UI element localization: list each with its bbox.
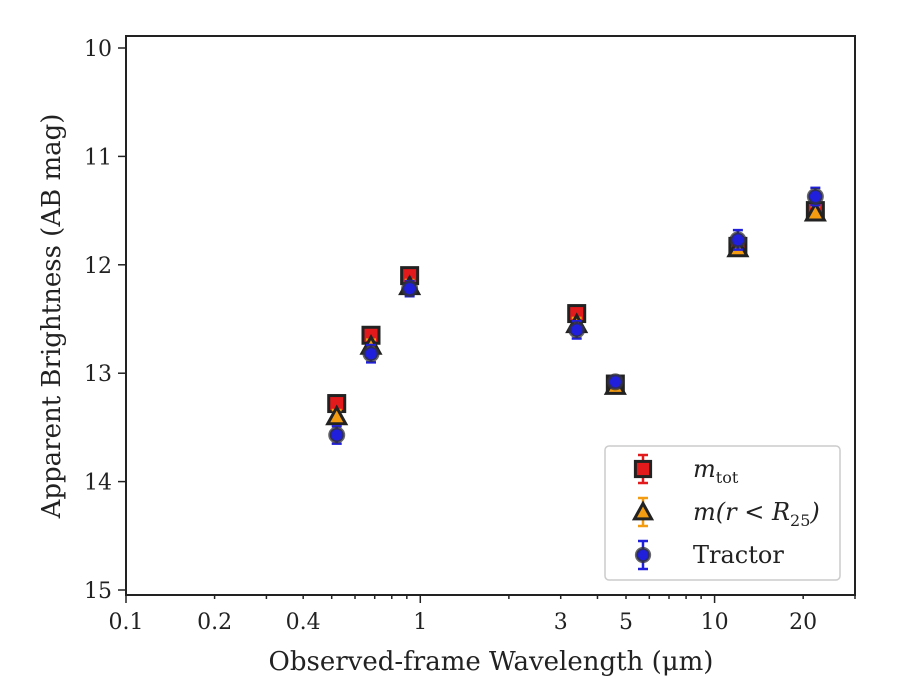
x-tick-label: 20 [789,610,817,635]
legend-label: mtot [693,455,739,487]
legend-item: mtot [633,453,739,487]
x-tick-label: 0.1 [109,610,144,635]
circle-marker [606,373,624,391]
circle-marker [568,321,586,339]
y-tick-label: 12 [84,254,112,279]
y-tick-label: 15 [84,579,112,604]
series-circle [328,186,824,445]
y-tick-label: 13 [84,362,112,387]
circle-marker [729,231,747,249]
x-tick-label: 1 [413,610,427,635]
x-tick-label: 5 [619,610,633,635]
legend-label: m(r < R25) [693,498,820,530]
circle-marker [806,188,824,206]
triangle-marker [803,200,827,222]
legend: mtot m(r < R25) Tractor [604,445,841,581]
triangle-marker [631,500,655,521]
legend-item: m(r < R25) [631,496,820,530]
circle-marker [401,280,419,298]
y-tick-label: 10 [84,37,112,62]
y-tick-label: 14 [84,471,112,496]
plot-area [125,35,856,596]
series-square [327,200,825,414]
x-axis-label: Observed-frame Wavelength (μm) [269,647,714,677]
legend-label: Tractor [693,541,784,569]
circle-marker [362,345,380,363]
legend-box [604,445,841,581]
x-tick-label: 3 [554,610,568,635]
square-marker [633,459,653,479]
y-axis-ticks: 10 11 12 13 14 15 [84,37,126,604]
series-triangle [325,200,827,426]
circle-marker [328,426,346,444]
y-axis-label: Apparent Brightness (AB mag) [37,114,67,520]
circle-marker [634,546,652,564]
legend-item: Tractor [634,539,784,571]
data-markers [325,186,827,445]
x-axis-ticks: 0.1 0.2 0.4 1 3 5 10 20 [109,595,856,635]
plot-frame [125,35,856,596]
x-tick-label: 0.4 [286,610,321,635]
x-tick-label: 0.2 [197,610,232,635]
x-tick-label: 10 [701,610,729,635]
triangle-marker [325,404,349,426]
y-tick-label: 11 [84,145,112,170]
